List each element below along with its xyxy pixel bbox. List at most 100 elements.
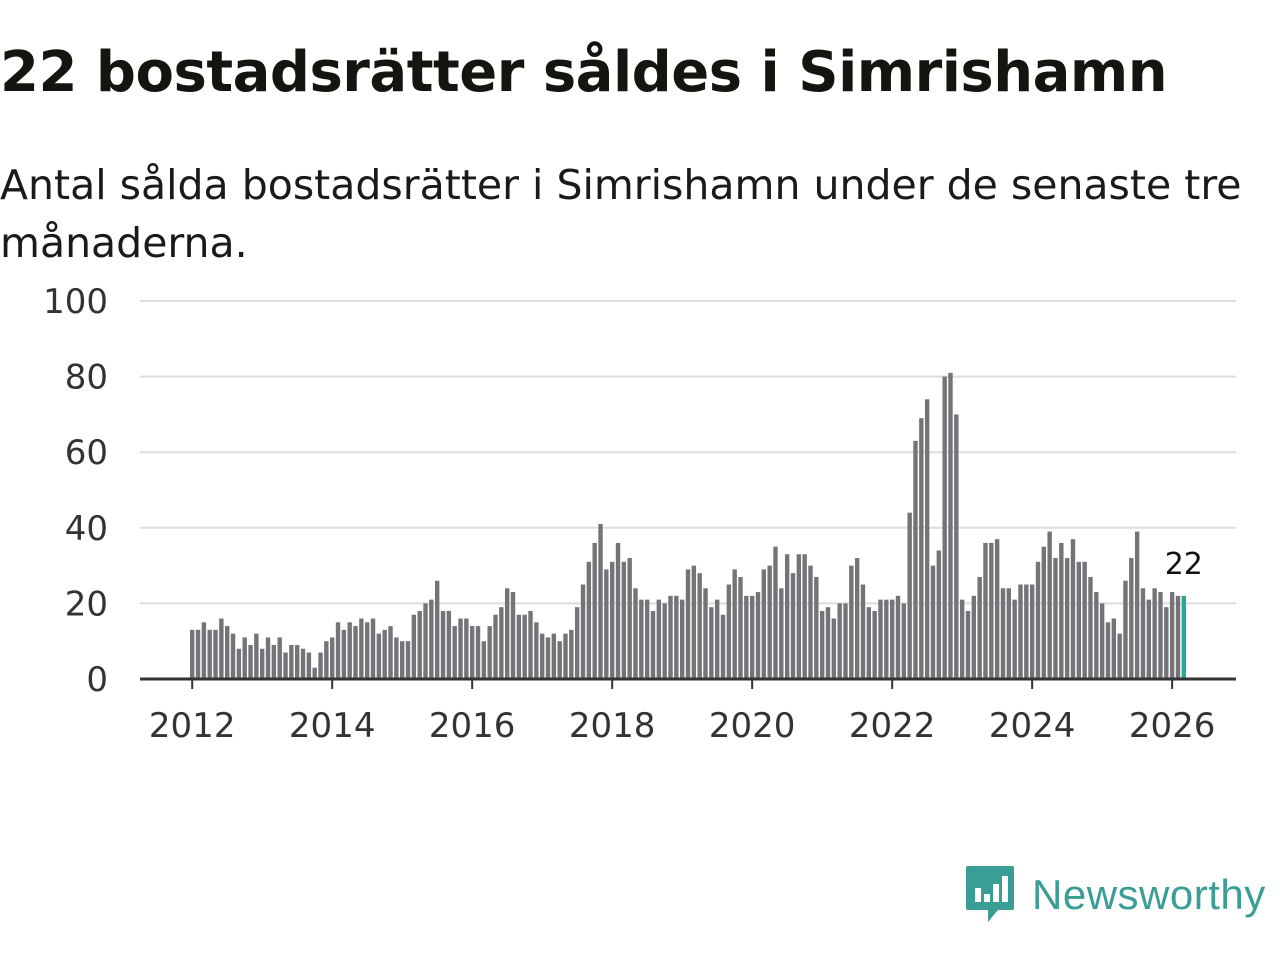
bar [1158,592,1163,679]
bar [557,641,562,679]
bar [551,633,557,679]
bar [954,414,959,679]
bar [924,399,930,679]
bar [726,584,732,679]
bar [580,584,586,679]
bar [732,569,737,679]
bar [907,512,912,679]
bar [866,607,872,679]
bar [738,576,743,679]
bar [901,603,907,679]
y-tick-label: 60 [65,433,108,473]
bar [1082,561,1087,679]
bar [650,610,656,679]
bar [376,633,382,679]
bar [423,603,428,679]
bar [434,580,440,679]
bar [230,633,236,679]
bar [190,629,195,679]
bar [1146,599,1152,679]
bar [493,614,498,679]
bar [1029,584,1035,679]
bar [359,618,364,679]
bar [802,554,807,679]
bar [790,573,796,679]
x-tick-label: 2014 [289,706,376,746]
bar [394,637,399,679]
y-tick-label: 80 [65,358,108,398]
bar [1111,618,1117,679]
bar [207,629,212,679]
bar [440,610,446,679]
bar [1169,592,1175,679]
bar [248,644,253,679]
bar [1175,595,1181,679]
bar [469,626,475,679]
bar [458,618,463,679]
newsworthy-brand: Newsworthy [964,864,1266,926]
bar [796,554,802,679]
bar [598,524,603,679]
bar [318,652,323,679]
bar [1012,599,1017,679]
bar [499,607,504,679]
bar [662,603,667,679]
bar [429,599,434,679]
bar [388,626,393,679]
chart-title: 22 bostadsrätter såldes i Simrishamn [0,40,1168,105]
bar [260,648,265,679]
bar [487,626,492,679]
bar [254,633,259,679]
y-tick-label: 100 [43,282,108,322]
bar [720,614,726,679]
bar [703,588,708,679]
bar [959,599,965,679]
bar [685,569,691,679]
bar [709,607,714,679]
bar [324,641,329,679]
bar [574,607,580,679]
bar [755,592,761,679]
bar [674,595,679,679]
bar [784,554,790,679]
bar [1006,588,1012,679]
bar [382,629,387,679]
bar [1088,576,1093,679]
bar [994,539,1000,679]
bar [522,614,527,679]
bar [679,599,685,679]
bar [884,599,889,679]
bar [417,610,422,679]
bar [615,542,621,679]
bar [773,546,778,679]
bar [714,599,720,679]
bar [306,652,312,679]
bar [242,637,247,679]
bar [516,614,522,679]
bar [843,603,848,679]
bar [1129,558,1134,679]
bar [889,599,895,679]
bar [411,614,417,679]
bar [971,595,977,679]
bar [930,565,936,679]
bar [364,622,370,679]
x-tick-label: 2020 [709,706,796,746]
bar [569,629,574,679]
bar [201,622,207,679]
bar [370,618,376,679]
bar [1134,531,1140,679]
bar [312,667,317,679]
bar [691,565,697,679]
bar [510,592,516,679]
bar [604,569,609,679]
bar [1059,542,1064,679]
bar [300,648,306,679]
bar [808,565,813,679]
brand-name: Newsworthy [1032,871,1266,918]
bar [1035,561,1041,679]
bar [481,641,487,679]
bar [464,618,469,679]
x-tick-label: 2018 [569,706,656,746]
bar [761,569,767,679]
